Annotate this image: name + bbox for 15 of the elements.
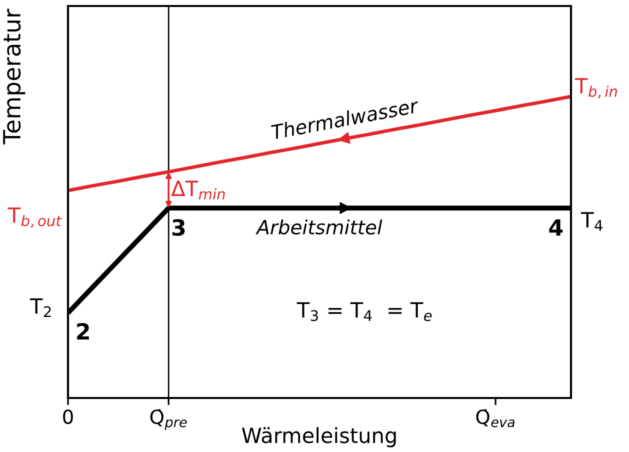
annotation: T$_{3}$ = T$_{4}$ = T$_{e}$ — [296, 302, 432, 322]
text: T$_{b,out}$ — [8, 207, 62, 228]
x-tick-label: 0 — [63, 409, 73, 424]
text: T$_{2}$ — [30, 298, 51, 317]
y-axis-title: Temperatur — [3, 8, 26, 144]
x-axis-title: Wärmeleistung — [242, 427, 396, 448]
annotation: ΔT$_{min}$ — [171, 180, 225, 200]
series-label: Arbeitsmittel — [256, 219, 382, 235]
x-tick-label: Q̇$_{eva}$ — [476, 409, 514, 428]
text: T$_{4}$ — [581, 212, 602, 231]
x-tick-label: Q̇$_{pre}$ — [150, 409, 187, 430]
annotation: 2 — [77, 322, 89, 340]
annotation: 3 — [172, 219, 185, 236]
annotation: 4 — [549, 219, 563, 236]
text: T$_{b,in}$ — [574, 78, 617, 98]
